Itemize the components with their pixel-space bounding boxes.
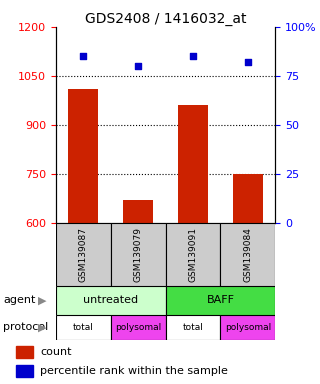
- Text: protocol: protocol: [3, 322, 48, 333]
- Text: GSM139079: GSM139079: [134, 227, 143, 282]
- Text: agent: agent: [3, 295, 36, 306]
- Bar: [16, 346, 33, 358]
- Text: total: total: [73, 323, 94, 332]
- Bar: [56, 223, 111, 286]
- Bar: [166, 286, 275, 315]
- Bar: [220, 223, 275, 286]
- Bar: [166, 223, 220, 286]
- Text: percentile rank within the sample: percentile rank within the sample: [40, 366, 228, 376]
- Text: polysomal: polysomal: [225, 323, 271, 332]
- Text: BAFF: BAFF: [206, 295, 234, 306]
- Bar: [68, 89, 99, 223]
- Bar: [111, 315, 166, 340]
- Bar: [178, 105, 208, 223]
- Text: ▶: ▶: [38, 322, 47, 333]
- Point: [81, 53, 86, 59]
- Text: GSM139087: GSM139087: [79, 227, 88, 282]
- Bar: [16, 365, 33, 377]
- Bar: [220, 315, 275, 340]
- Point: [190, 53, 196, 59]
- Bar: [166, 315, 220, 340]
- Text: polysomal: polysomal: [115, 323, 161, 332]
- Bar: [233, 174, 263, 223]
- Bar: [56, 315, 111, 340]
- Title: GDS2408 / 1416032_at: GDS2408 / 1416032_at: [85, 12, 246, 26]
- Bar: [111, 223, 166, 286]
- Text: total: total: [183, 323, 204, 332]
- Bar: [56, 286, 166, 315]
- Point: [245, 59, 250, 65]
- Text: GSM139084: GSM139084: [243, 227, 252, 282]
- Text: GSM139091: GSM139091: [188, 227, 197, 282]
- Text: ▶: ▶: [38, 295, 47, 306]
- Text: count: count: [40, 347, 72, 357]
- Text: untreated: untreated: [83, 295, 138, 306]
- Point: [136, 63, 141, 69]
- Bar: [123, 200, 153, 223]
